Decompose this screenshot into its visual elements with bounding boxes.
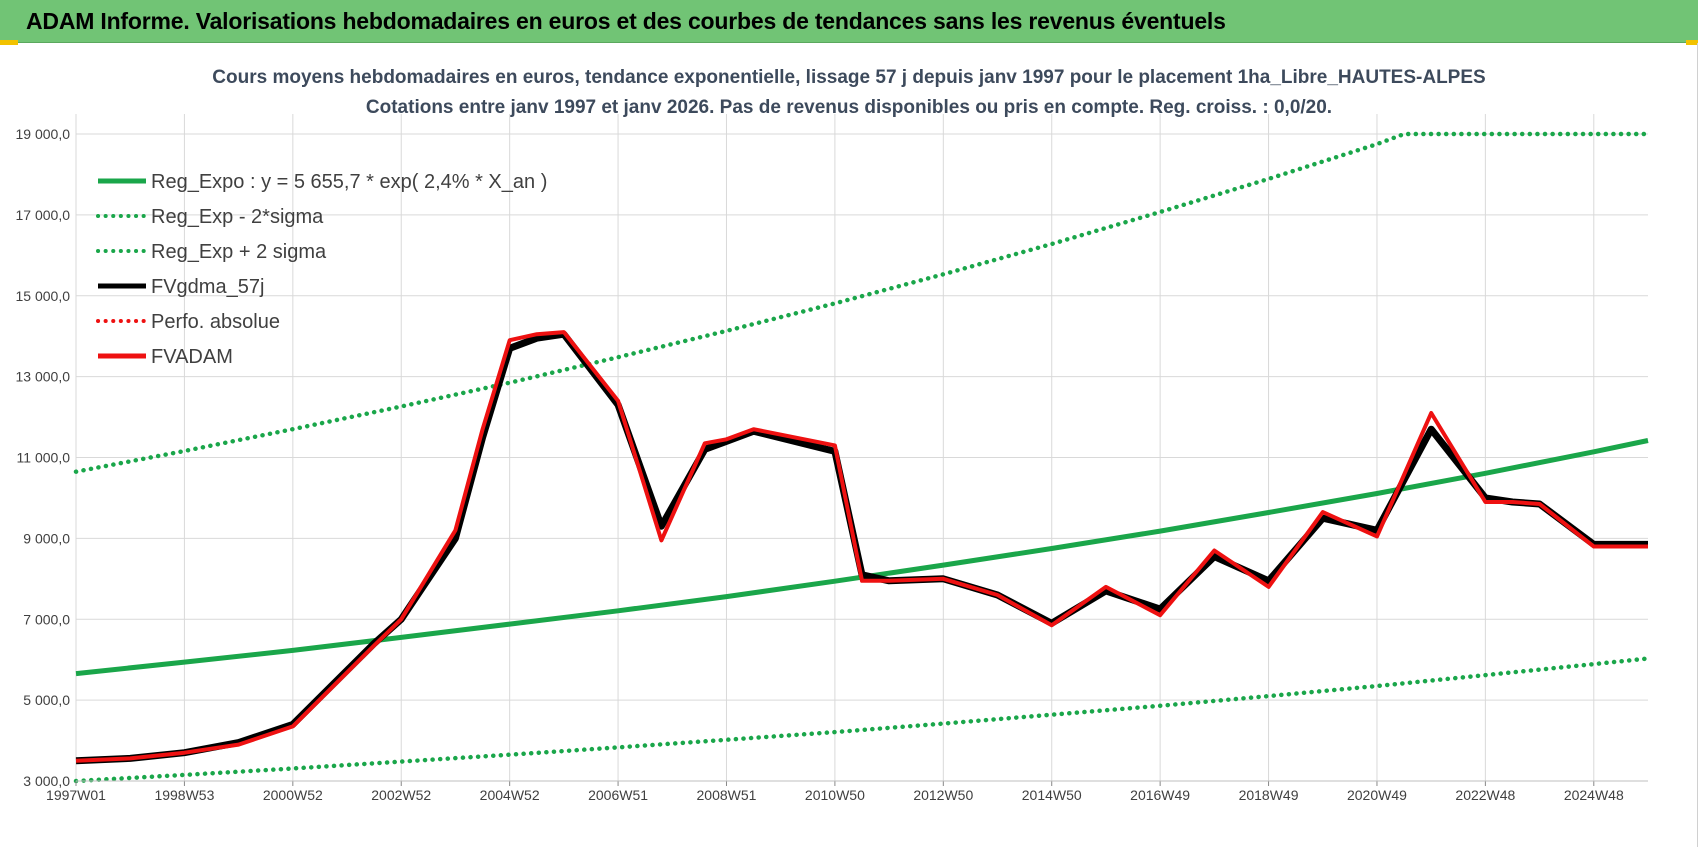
x-tick-label: 2012W50 [913, 787, 973, 803]
grid-lines [75, 114, 1648, 782]
x-tick-label: 2006W51 [588, 787, 648, 803]
x-tick-label: 2024W48 [1564, 787, 1624, 803]
y-tick-label: 5 000,0 [23, 692, 70, 708]
y-tick-label: 17 000,0 [16, 207, 71, 223]
legend-label: FVADAM [151, 346, 233, 368]
x-tick-label: 2022W48 [1455, 787, 1515, 803]
x-tick-label: 2020W49 [1347, 787, 1407, 803]
x-tick-label: 2008W51 [697, 787, 757, 803]
x-tick-label: 2000W52 [263, 787, 323, 803]
legend-label: Perfo. absolue [151, 311, 280, 333]
x-tick-label: 2014W50 [1022, 787, 1082, 803]
x-tick-label: 1998W53 [154, 787, 214, 803]
y-tick-label: 13 000,0 [16, 369, 71, 385]
legend-label: Reg_Expo : y = 5 655,7 * exp( 2,4% * X_a… [151, 171, 547, 193]
x-tick-label: 2018W49 [1239, 787, 1299, 803]
header-title: ADAM Informe. Valorisations hebdomadaire… [26, 8, 1226, 34]
legend: Reg_Expo : y = 5 655,7 * exp( 2,4% * X_a… [96, 171, 547, 368]
y-tick-label: 7 000,0 [23, 611, 70, 627]
legend-label: Reg_Exp - 2*sigma [151, 206, 324, 228]
legend-label: Reg_Exp + 2 sigma [151, 241, 327, 263]
corner-marker-left [0, 40, 18, 45]
chart-svg: 3 000,0 5 000,0 7 000,0 9 000,0 11 000,0 13 0… [16, 67, 1651, 803]
x-tick-label: 2002W52 [371, 787, 431, 803]
chart-frame: 3 000,0 5 000,0 7 000,0 9 000,0 11 000,0 13 0… [0, 43, 1698, 847]
legend-label: FVgdma_57j [151, 276, 264, 298]
series-line-1 [73, 656, 1651, 784]
series-line-3 [75, 330, 1648, 765]
y-tick-label: 19 000,0 [16, 126, 71, 142]
y-tick-label: 9 000,0 [23, 530, 70, 546]
x-tick-label: 2016W49 [1130, 787, 1190, 803]
x-tick-label: 1997W01 [46, 787, 106, 803]
series-line-2 [73, 131, 1651, 474]
x-tick-label: 2004W52 [480, 787, 540, 803]
header-bar: ADAM Informe. Valorisations hebdomadaire… [0, 0, 1698, 43]
series-line-0 [75, 438, 1649, 677]
corner-marker-right [1686, 40, 1698, 45]
chart-title: Cours moyens hebdomadaires en euros, ten… [212, 67, 1485, 88]
series-layer [73, 131, 1651, 784]
x-tick-label: 2010W50 [805, 787, 865, 803]
y-tick-label: 15 000,0 [16, 288, 71, 304]
y-tick-label: 11 000,0 [17, 450, 71, 466]
series-line-5 [75, 330, 1648, 763]
y-tick-label: 3 000,0 [23, 773, 70, 789]
chart-subtitle: Cotations entre janv 1997 et janv 2026. … [366, 97, 1332, 118]
axis-layer: 3 000,0 5 000,0 7 000,0 9 000,0 11 000,0 13 0… [16, 126, 1648, 803]
